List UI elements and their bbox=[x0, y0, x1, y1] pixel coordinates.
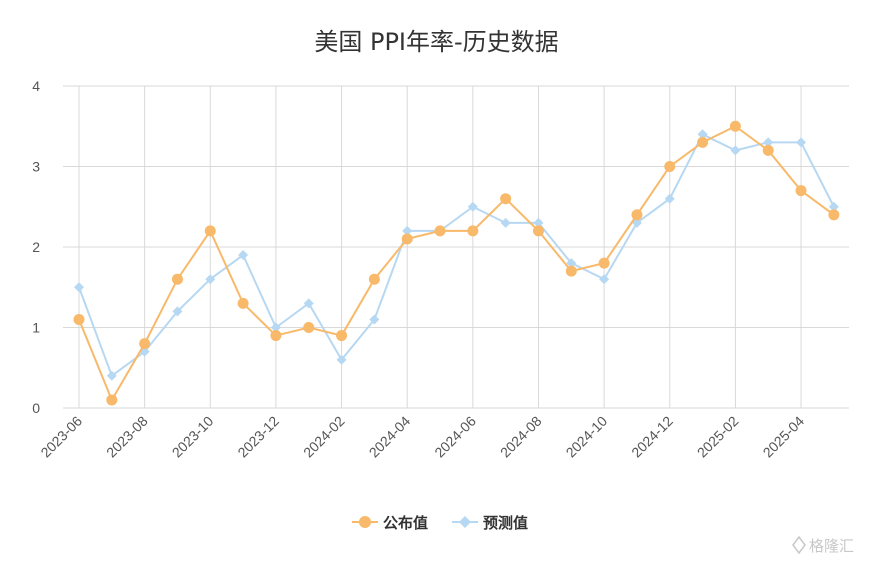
actual-point bbox=[500, 193, 512, 205]
actual-point bbox=[729, 120, 741, 132]
x-tick-label: 2024-04 bbox=[366, 413, 414, 461]
forecast-point bbox=[697, 129, 708, 140]
y-tick-label: 2 bbox=[32, 239, 40, 255]
forecast-point bbox=[730, 145, 741, 156]
actual-point bbox=[565, 265, 577, 277]
actual-point bbox=[336, 330, 348, 342]
x-tick-label: 2024-10 bbox=[563, 413, 611, 461]
actual-point bbox=[532, 225, 544, 237]
x-tick-label: 2023-12 bbox=[234, 413, 282, 461]
forecast-point bbox=[336, 354, 347, 365]
legend-marker bbox=[359, 516, 371, 528]
actual-point bbox=[270, 330, 282, 342]
x-tick-label: 2025-02 bbox=[694, 413, 742, 461]
series-line bbox=[78, 132, 835, 378]
forecast-point bbox=[599, 274, 610, 285]
actual-point bbox=[795, 185, 807, 197]
actual-point bbox=[697, 136, 709, 148]
forecast-point bbox=[796, 137, 807, 148]
x-tick-label: 2023-10 bbox=[169, 413, 217, 461]
forecast-point bbox=[402, 225, 413, 236]
forecast-point bbox=[467, 201, 478, 212]
forecast-point bbox=[828, 201, 839, 212]
watermark-logo-icon bbox=[792, 535, 806, 555]
x-tick-label: 2024-02 bbox=[300, 413, 348, 461]
actual-point bbox=[828, 209, 840, 221]
actual-point bbox=[631, 209, 643, 221]
forecast-point bbox=[533, 217, 544, 228]
actual-point bbox=[368, 273, 380, 285]
chart-title: 美国 PPI年率-历史数据 bbox=[314, 28, 559, 56]
forecast-point bbox=[106, 370, 117, 381]
actual-point bbox=[106, 394, 118, 406]
actual-point bbox=[171, 273, 183, 285]
y-tick-label: 4 bbox=[32, 78, 40, 94]
watermark-text: 格隆汇 bbox=[809, 537, 854, 555]
forecast-point bbox=[172, 306, 183, 317]
x-tick-label: 2024-08 bbox=[497, 413, 545, 461]
y-tick-label: 3 bbox=[32, 159, 40, 175]
forecast-point bbox=[205, 274, 216, 285]
legend-label[interactable]: 公布值 bbox=[383, 514, 428, 532]
actual-point bbox=[598, 257, 610, 269]
forecast-point bbox=[500, 217, 511, 228]
y-tick-label: 1 bbox=[32, 320, 40, 336]
actual-point bbox=[434, 225, 446, 237]
forecast-point bbox=[74, 282, 84, 293]
actual-point bbox=[139, 338, 151, 350]
forecast-point bbox=[566, 258, 577, 269]
actual-point bbox=[73, 313, 85, 325]
forecast-point bbox=[763, 137, 774, 148]
forecast-point bbox=[369, 314, 380, 325]
forecast-point bbox=[664, 193, 675, 204]
actual-point bbox=[204, 225, 216, 237]
legend-label[interactable]: 预测值 bbox=[483, 514, 528, 532]
series-line bbox=[78, 125, 835, 403]
actual-point bbox=[664, 161, 676, 172]
forecast-point bbox=[238, 250, 249, 261]
actual-point bbox=[467, 225, 479, 237]
legend-marker bbox=[459, 516, 471, 528]
x-tick-label: 2023-08 bbox=[103, 413, 151, 461]
x-tick-label: 2025-04 bbox=[760, 413, 808, 461]
forecast-point bbox=[270, 322, 281, 333]
forecast-point bbox=[631, 217, 642, 228]
actual-point bbox=[762, 144, 774, 156]
x-tick-label: 2024-12 bbox=[628, 413, 676, 461]
forecast-point bbox=[303, 298, 314, 309]
y-tick-label: 0 bbox=[32, 400, 40, 416]
actual-point bbox=[401, 233, 413, 245]
x-tick-label: 2024-06 bbox=[431, 413, 479, 461]
x-tick-label: 2023-06 bbox=[37, 413, 85, 461]
actual-point bbox=[237, 297, 249, 309]
actual-point bbox=[303, 322, 315, 333]
